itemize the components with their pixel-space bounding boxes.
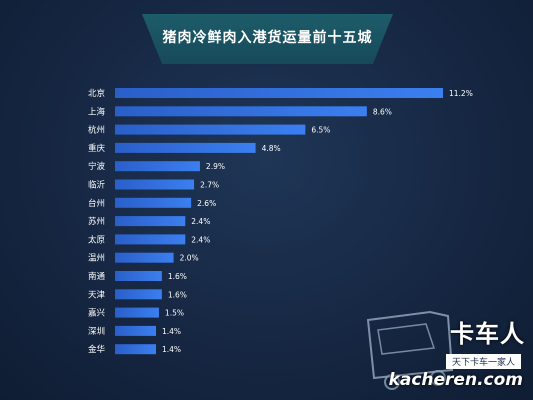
value-label: 2.9% xyxy=(206,162,225,171)
bar xyxy=(115,325,156,336)
bar xyxy=(115,307,159,318)
category-label: 南通 xyxy=(88,271,106,282)
value-label: 2.7% xyxy=(200,181,219,190)
bar xyxy=(115,252,174,263)
category-label: 苏州 xyxy=(88,216,105,227)
category-label: 太原 xyxy=(88,234,105,245)
category-label: 杭州 xyxy=(88,125,105,136)
watermark-url: kacheren.com xyxy=(388,370,523,390)
category-label: 重庆 xyxy=(88,143,106,154)
bar xyxy=(115,179,195,190)
value-label: 1.4% xyxy=(162,327,181,336)
value-label: 2.4% xyxy=(191,217,210,226)
value-label: 11.2% xyxy=(449,89,473,98)
watermark-slogan: 天下卡车一家人 xyxy=(445,354,521,369)
bar xyxy=(115,216,186,227)
category-label: 金华 xyxy=(88,344,106,355)
category-label: 嘉兴 xyxy=(88,308,106,319)
bar xyxy=(115,88,443,98)
bar xyxy=(115,106,367,117)
value-label: 1.6% xyxy=(168,272,187,281)
category-label: 天津 xyxy=(88,289,106,300)
value-label: 8.6% xyxy=(373,107,392,116)
bar xyxy=(115,289,162,300)
value-label: 1.5% xyxy=(165,309,184,318)
bar xyxy=(115,344,156,355)
value-label: 2.0% xyxy=(180,254,199,263)
bar xyxy=(115,271,162,281)
value-label: 4.8% xyxy=(262,144,281,153)
chart-title: 猪肉冷鲜肉入港货运量前十五城 xyxy=(162,30,373,46)
category-label: 深圳 xyxy=(88,326,105,337)
bar xyxy=(115,234,186,245)
category-label: 临沂 xyxy=(88,180,106,191)
category-label: 上海 xyxy=(88,106,106,117)
category-label: 宁波 xyxy=(88,161,106,172)
value-label: 1.6% xyxy=(168,290,187,299)
bar xyxy=(115,142,256,153)
category-label: 北京 xyxy=(88,88,105,99)
truck-icon xyxy=(366,310,454,390)
value-label: 1.4% xyxy=(162,345,181,354)
title-banner: 猪肉冷鲜肉入港货运量前十五城 xyxy=(142,14,393,64)
watermark: 卡车人 天下卡车一家人 kacheren.com xyxy=(360,300,533,400)
value-label: 6.5% xyxy=(311,126,330,135)
watermark-brand: 卡车人 xyxy=(450,320,525,348)
bar xyxy=(115,124,306,135)
value-label: 2.6% xyxy=(197,199,216,208)
category-label: 温州 xyxy=(88,253,105,264)
value-label: 2.4% xyxy=(191,235,210,244)
bar xyxy=(115,161,200,172)
category-label: 台州 xyxy=(88,198,105,209)
bar xyxy=(115,197,192,208)
